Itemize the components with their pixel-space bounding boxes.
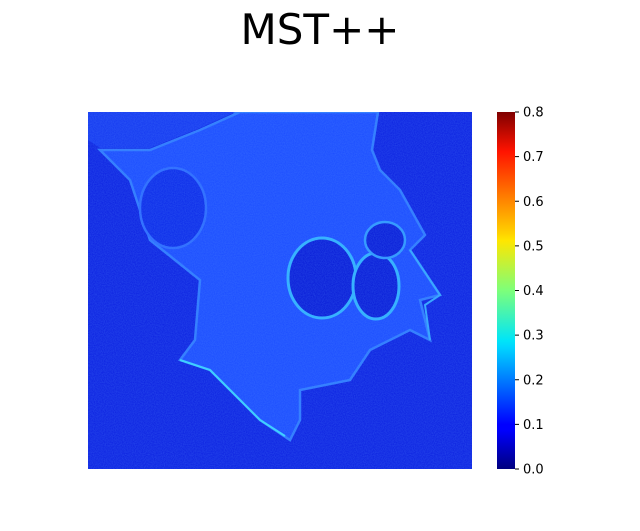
chart-title: MST++ (240, 5, 400, 54)
colorbar-tick-label: 0.0 (523, 463, 544, 478)
colorbar-tick-label: 0.4 (523, 284, 544, 299)
colorbar-tick-label: 0.7 (523, 150, 544, 165)
colorbar (497, 112, 515, 469)
colorbar-tick-label: 0.2 (523, 373, 544, 388)
colorbar-tick-label: 0.8 (523, 106, 544, 121)
heatmap-texture (88, 112, 472, 469)
edge-highlight-bottom (179, 359, 286, 437)
edge-highlight-right (409, 249, 442, 341)
colorbar-tick-label: 0.1 (523, 418, 544, 433)
colorbar-tick-label: 0.5 (523, 239, 544, 254)
colorbar-tick-label: 0.3 (523, 329, 544, 344)
heatmap-image (88, 112, 472, 469)
colorbar-tick-label: 0.6 (523, 195, 544, 210)
colorbar-ticks: 0.0 0.1 0.2 0.3 0.4 0.5 0.6 0.7 0.8 (515, 106, 544, 478)
